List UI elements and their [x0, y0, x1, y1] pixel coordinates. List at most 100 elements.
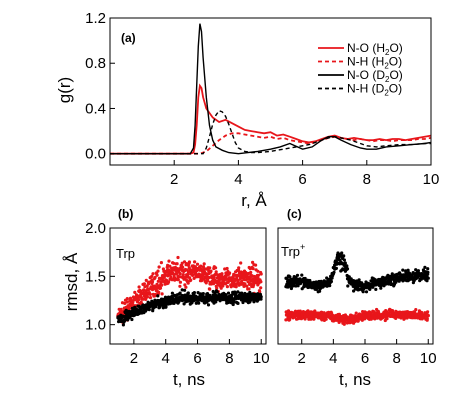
panel-c-inner-label-base: Trp	[281, 244, 300, 259]
panel-b-point-series2	[231, 302, 235, 307]
panel-b-point-series1	[184, 285, 188, 289]
panel-c-point-series1	[342, 258, 346, 262]
panel-b-point-series2	[194, 301, 198, 305]
panel-b-point-series1	[147, 280, 151, 284]
panel-b-point-series1	[186, 281, 190, 285]
panel-c-point-series1	[334, 266, 338, 270]
panel-b-point-series1	[236, 278, 240, 283]
panel-c-point-series1	[343, 261, 347, 265]
panel-b-point-series2	[186, 291, 190, 295]
panel-b-point-series1	[208, 287, 212, 291]
panel-b-point-series2	[248, 290, 252, 294]
panel-a-legend: N-O (H2O)N-H (H2O)N-O (D2O)N-H (D2O)	[318, 41, 403, 98]
panel-a-series-line-3	[110, 23, 432, 155]
panel-b-point-series2	[183, 288, 187, 292]
panel-b-ytick-label: 1.0	[85, 317, 106, 334]
panel-b-point-series1	[249, 270, 253, 275]
panel-b-point-series1	[155, 282, 159, 286]
panel-c-point-series1	[426, 270, 430, 274]
panel-c-xtick-label: 10	[420, 350, 437, 367]
panel-c-point-series1	[342, 254, 346, 258]
panel-b-point-series2	[180, 288, 184, 292]
panel-b-point-series1	[200, 279, 204, 283]
panel-c-point-series1	[347, 275, 351, 279]
panel-b-point-series2	[224, 293, 228, 297]
panel-b-point-series1	[167, 280, 171, 284]
panel-b-point-series1	[131, 300, 135, 305]
panel-b-point-series1	[157, 265, 161, 269]
panel-c-xtick-label: 8	[392, 350, 400, 367]
panel-a-series-line-4	[110, 109, 431, 155]
panel-b-xlabel: t, ns	[173, 370, 205, 389]
panel-a-legend-label-part: O)	[389, 68, 402, 82]
panel-a-legend-label-part: O)	[389, 55, 402, 69]
panel-b-point-series2	[201, 292, 205, 296]
panel-b-xtick-label: 8	[225, 350, 233, 367]
panel-b-point-series1	[228, 271, 232, 275]
panel-b-point-series1	[127, 307, 131, 311]
panel-b-point-series1	[225, 266, 229, 271]
panel-b-point-series1	[156, 269, 160, 273]
panel-c-point-series1	[318, 289, 322, 293]
panel-b-point-series2	[236, 290, 240, 294]
panel-c-point-series1	[315, 286, 320, 290]
panel-a-xtick-label: 8	[363, 171, 371, 188]
panel-b-point-series1	[193, 260, 197, 264]
panel-a-legend-label-part: N-H (D	[347, 82, 385, 96]
panel-b-point-series1	[256, 269, 260, 273]
panel-b-point-series1	[133, 290, 137, 294]
panel-b-frame	[109, 227, 267, 345]
panel-c-point-series1	[288, 275, 292, 279]
panel-b-point-series1	[220, 272, 224, 276]
panel-b-point-series1	[258, 290, 262, 294]
panel-c-xtick-label: 2	[298, 350, 306, 367]
panel-c-point-series1	[364, 290, 369, 294]
panel-b-point-series1	[242, 284, 246, 288]
panel-a-legend-label-sub: 2	[385, 75, 390, 84]
panel-c-point-series2	[426, 314, 430, 318]
panel-b-point-series1	[240, 279, 244, 283]
panel-c-point-series2	[354, 311, 358, 315]
panel-b-point-series1	[246, 271, 250, 276]
panel-b-point-series1	[160, 283, 164, 287]
panel-b-point-series1	[155, 273, 159, 277]
panel-a-legend-label-part: N-H (H	[347, 55, 384, 69]
panel-c-point-series2	[426, 310, 430, 314]
panel-c-point-series2	[420, 310, 424, 315]
panel-b-point-series1	[125, 297, 129, 301]
panel-a-xtick-label: 2	[170, 171, 178, 188]
panel-c-point-series1	[394, 280, 398, 284]
panel-c-point-series1	[410, 273, 414, 277]
panel-b-point-series1	[259, 280, 263, 284]
panel-b-point-series1	[209, 269, 213, 273]
panel-b-point-series1	[174, 269, 178, 273]
panel-c-point-series1	[416, 269, 420, 273]
panel-c-point-series1	[329, 279, 333, 284]
panel-b-point-series1	[219, 286, 223, 290]
panel-c-xtick-label: 4	[329, 350, 337, 367]
panel-c-rmsd-chart: 2 4 6 8 10 (c) Trp+ t, ns	[277, 207, 437, 389]
panel-c-point-series1	[334, 259, 338, 263]
panel-c-point-series1	[374, 287, 378, 291]
panel-c-point-series1	[361, 290, 365, 294]
panel-b-point-series1	[188, 276, 192, 280]
panel-b-rmsd-chart: 2 4 6 8 10 1.0 1.5 2.0 (b) Trp rmsd, Å t, ns	[62, 207, 270, 389]
panel-b-point-series1	[259, 286, 263, 290]
panel-b-point-series2	[147, 308, 151, 312]
panel-c-point-series2	[414, 308, 418, 312]
panel-b-xtick-label: 4	[162, 350, 170, 367]
panel-b-point-series1	[137, 298, 141, 302]
panel-a-legend-label: N-H (H2O)	[347, 55, 402, 71]
panel-a-legend-label: N-H (D2O)	[347, 82, 402, 98]
panel-b-point-series1	[186, 273, 190, 277]
panel-b-point-series2	[154, 305, 158, 309]
panel-b-xtick-label: 10	[253, 350, 270, 367]
panel-a-series-line-1	[110, 83, 432, 155]
panel-b-point-series1	[180, 261, 184, 265]
panel-b-point-series1	[153, 275, 157, 280]
panel-c-point-series1	[352, 289, 356, 293]
panel-b-point-series1	[150, 280, 155, 284]
panel-b-point-series1	[206, 278, 210, 282]
panel-b-point-series2	[197, 301, 201, 305]
panel-b-point-series2	[178, 291, 182, 295]
